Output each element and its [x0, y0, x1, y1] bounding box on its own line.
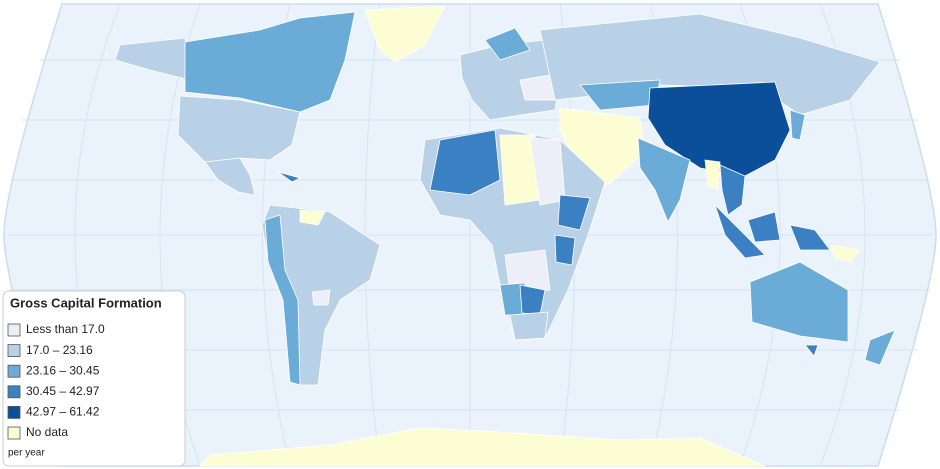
country [714, 204, 766, 259]
country [637, 137, 691, 223]
country [554, 234, 576, 266]
country [311, 289, 331, 306]
legend-label: 23.16 – 30.45 [26, 363, 100, 377]
country [829, 244, 861, 263]
legend-swatch [7, 323, 21, 337]
legend-label: 30.45 – 42.97 [26, 384, 100, 398]
legend-swatch [7, 344, 21, 358]
country [199, 427, 766, 467]
country [804, 344, 819, 357]
country [177, 95, 301, 163]
country [504, 249, 551, 293]
country [749, 261, 849, 343]
country [484, 27, 531, 61]
country [557, 194, 591, 231]
country [789, 224, 831, 251]
country [519, 74, 556, 101]
country [299, 209, 326, 226]
country [114, 37, 191, 81]
country [719, 164, 746, 216]
legend-label: Less than 17.0 [26, 322, 105, 336]
country [204, 157, 256, 196]
legend-note: per year [8, 448, 45, 459]
country [277, 171, 301, 183]
country [704, 159, 721, 191]
legend-label: 42.97 – 61.42 [26, 405, 100, 419]
country [747, 211, 781, 243]
country [864, 329, 896, 366]
legend-swatch [7, 426, 21, 440]
legend: Gross Capital Formation Less than 17.0 17… [2, 290, 186, 467]
country [364, 5, 446, 63]
country [789, 109, 806, 141]
country [184, 11, 356, 113]
country [559, 107, 646, 191]
country [509, 311, 549, 341]
country [429, 129, 501, 196]
countries [114, 5, 896, 467]
legend-swatch [7, 405, 21, 419]
legend-title: Gross Capital Formation [10, 295, 162, 310]
country [264, 214, 301, 386]
legend-label: No data [26, 425, 68, 439]
legend-box [2, 290, 186, 467]
legend-swatch [7, 364, 21, 378]
country [519, 284, 546, 316]
legend-swatch [7, 385, 21, 399]
legend-label: 17.0 – 23.16 [26, 343, 93, 357]
